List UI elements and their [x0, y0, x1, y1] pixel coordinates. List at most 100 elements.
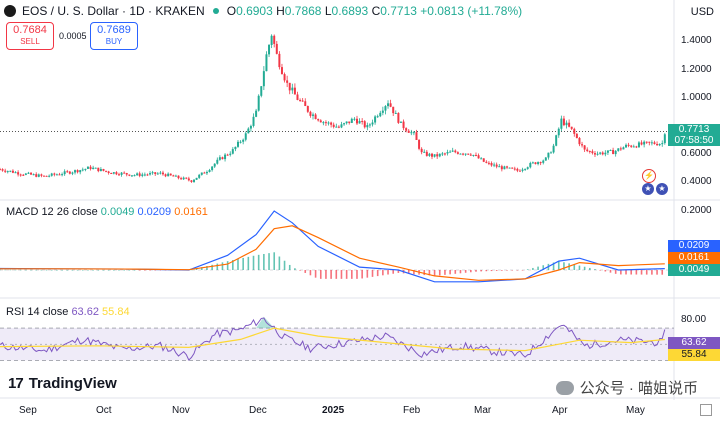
macd-hist-tag: 0.0161 — [668, 252, 720, 264]
candle-body — [231, 149, 234, 154]
candle-body — [578, 137, 581, 145]
macd-histogram-bar — [268, 253, 270, 270]
candle-body — [451, 150, 454, 152]
candle-body — [374, 116, 377, 123]
change-value: +0.0813 (+11.78%) — [420, 4, 523, 18]
candle-body — [172, 175, 175, 177]
candle-body — [317, 119, 320, 121]
candle-body — [66, 171, 69, 173]
macd-histogram-bar — [625, 270, 627, 275]
macd-histogram-bar — [56, 270, 58, 271]
candle-body — [420, 148, 423, 153]
macd-histogram-bar — [123, 270, 125, 271]
sell-button[interactable]: 0.7684 SELL — [6, 22, 54, 50]
buy-button[interactable]: 0.7689 BUY — [90, 22, 138, 50]
macd-signal-tag: 0.0209 — [668, 240, 720, 252]
candle-body — [205, 171, 208, 174]
candle-body — [151, 172, 154, 174]
candle-body — [97, 167, 100, 172]
candle-body — [48, 175, 51, 177]
candle-body — [601, 152, 604, 155]
candle-body — [30, 172, 33, 175]
candle-body — [526, 167, 529, 169]
candle-body — [324, 122, 327, 124]
candle-body — [508, 167, 511, 169]
us-flag-event-icon[interactable]: ★ — [642, 183, 654, 195]
candle-body — [335, 126, 338, 128]
macd-histogram-bar — [97, 270, 100, 271]
candle-body — [17, 172, 20, 175]
macd-title[interactable]: MACD 12 26 close — [6, 206, 98, 218]
rsi-title[interactable]: RSI 14 close — [6, 306, 69, 318]
macd-histogram-bar — [521, 270, 524, 271]
macd-histogram-bar — [511, 270, 514, 271]
candle-body — [213, 163, 216, 167]
candle-body — [61, 174, 64, 176]
wechat-credit: 公众号 · 喵姐说币 — [555, 377, 698, 398]
macd-histogram-bar — [470, 270, 472, 273]
candle-body — [330, 122, 333, 125]
macd-histogram-bar — [661, 270, 664, 275]
symbol-title[interactable]: EOS / U. S. Dollar · 1D · KRAKEN — [22, 4, 205, 18]
candle-body — [456, 152, 459, 154]
macd-histogram-bar — [454, 270, 457, 274]
candle-body — [635, 146, 638, 148]
candle-body — [366, 125, 369, 128]
macd-histogram-bar — [278, 256, 281, 270]
macd-histogram-bar — [263, 253, 265, 270]
candle-body — [619, 148, 622, 150]
candle-body — [63, 171, 66, 175]
currency-label[interactable]: USD — [690, 6, 714, 18]
candle-body — [560, 118, 563, 129]
candle-body — [511, 167, 514, 169]
macd-histogram-bar — [66, 270, 69, 271]
candle-body — [146, 174, 149, 176]
macd-histogram-bar — [413, 270, 415, 275]
candle-body — [495, 164, 498, 167]
candle-body — [573, 128, 576, 134]
macd-histogram-bar — [330, 270, 332, 279]
candle-body — [640, 142, 643, 145]
candle-body — [130, 175, 133, 177]
macd-histogram-bar — [164, 270, 167, 271]
candle-body — [555, 135, 558, 146]
candle-body — [309, 111, 312, 116]
candle-body — [74, 170, 77, 173]
rsi-value: 63.62 — [71, 306, 99, 318]
candle-body — [593, 153, 596, 155]
candle-body — [650, 142, 653, 144]
candle-body — [24, 173, 27, 175]
candle-body — [221, 157, 224, 160]
x-axis-label: Mar — [474, 405, 492, 416]
candle-body — [557, 128, 560, 136]
candle-body — [94, 167, 97, 169]
x-axis-label: Nov — [172, 405, 190, 416]
candle-body — [236, 141, 239, 147]
candle-body — [394, 112, 397, 114]
candle-body — [102, 168, 105, 171]
us-flag-event-icon[interactable]: ★ — [656, 183, 668, 195]
candle-body — [53, 173, 56, 175]
chart-header: EOS / U. S. Dollar · 1D · KRAKEN O0.6903… — [4, 2, 522, 20]
candle-body — [244, 133, 247, 140]
high-value: 0.7868 — [284, 4, 322, 18]
lightning-event-icon[interactable]: ⚡ — [642, 169, 656, 183]
macd-histogram-bar — [335, 270, 338, 279]
macd-histogram-bar — [14, 269, 17, 271]
fullscreen-icon[interactable] — [700, 404, 712, 416]
macd-histogram-bar — [459, 270, 462, 274]
candle-body — [319, 120, 322, 123]
candle-body — [513, 168, 516, 170]
candle-body — [482, 158, 485, 162]
macd-hist-value: 0.0161 — [174, 206, 208, 218]
candle-body — [143, 174, 146, 176]
candle-body — [443, 153, 446, 155]
candle-body — [612, 149, 615, 155]
candle-body — [436, 154, 439, 157]
candle-body — [355, 118, 358, 124]
macd-histogram-bar — [526, 269, 529, 270]
candle-body — [345, 121, 348, 124]
candle-body — [50, 173, 53, 176]
x-axis-label: May — [626, 405, 645, 416]
